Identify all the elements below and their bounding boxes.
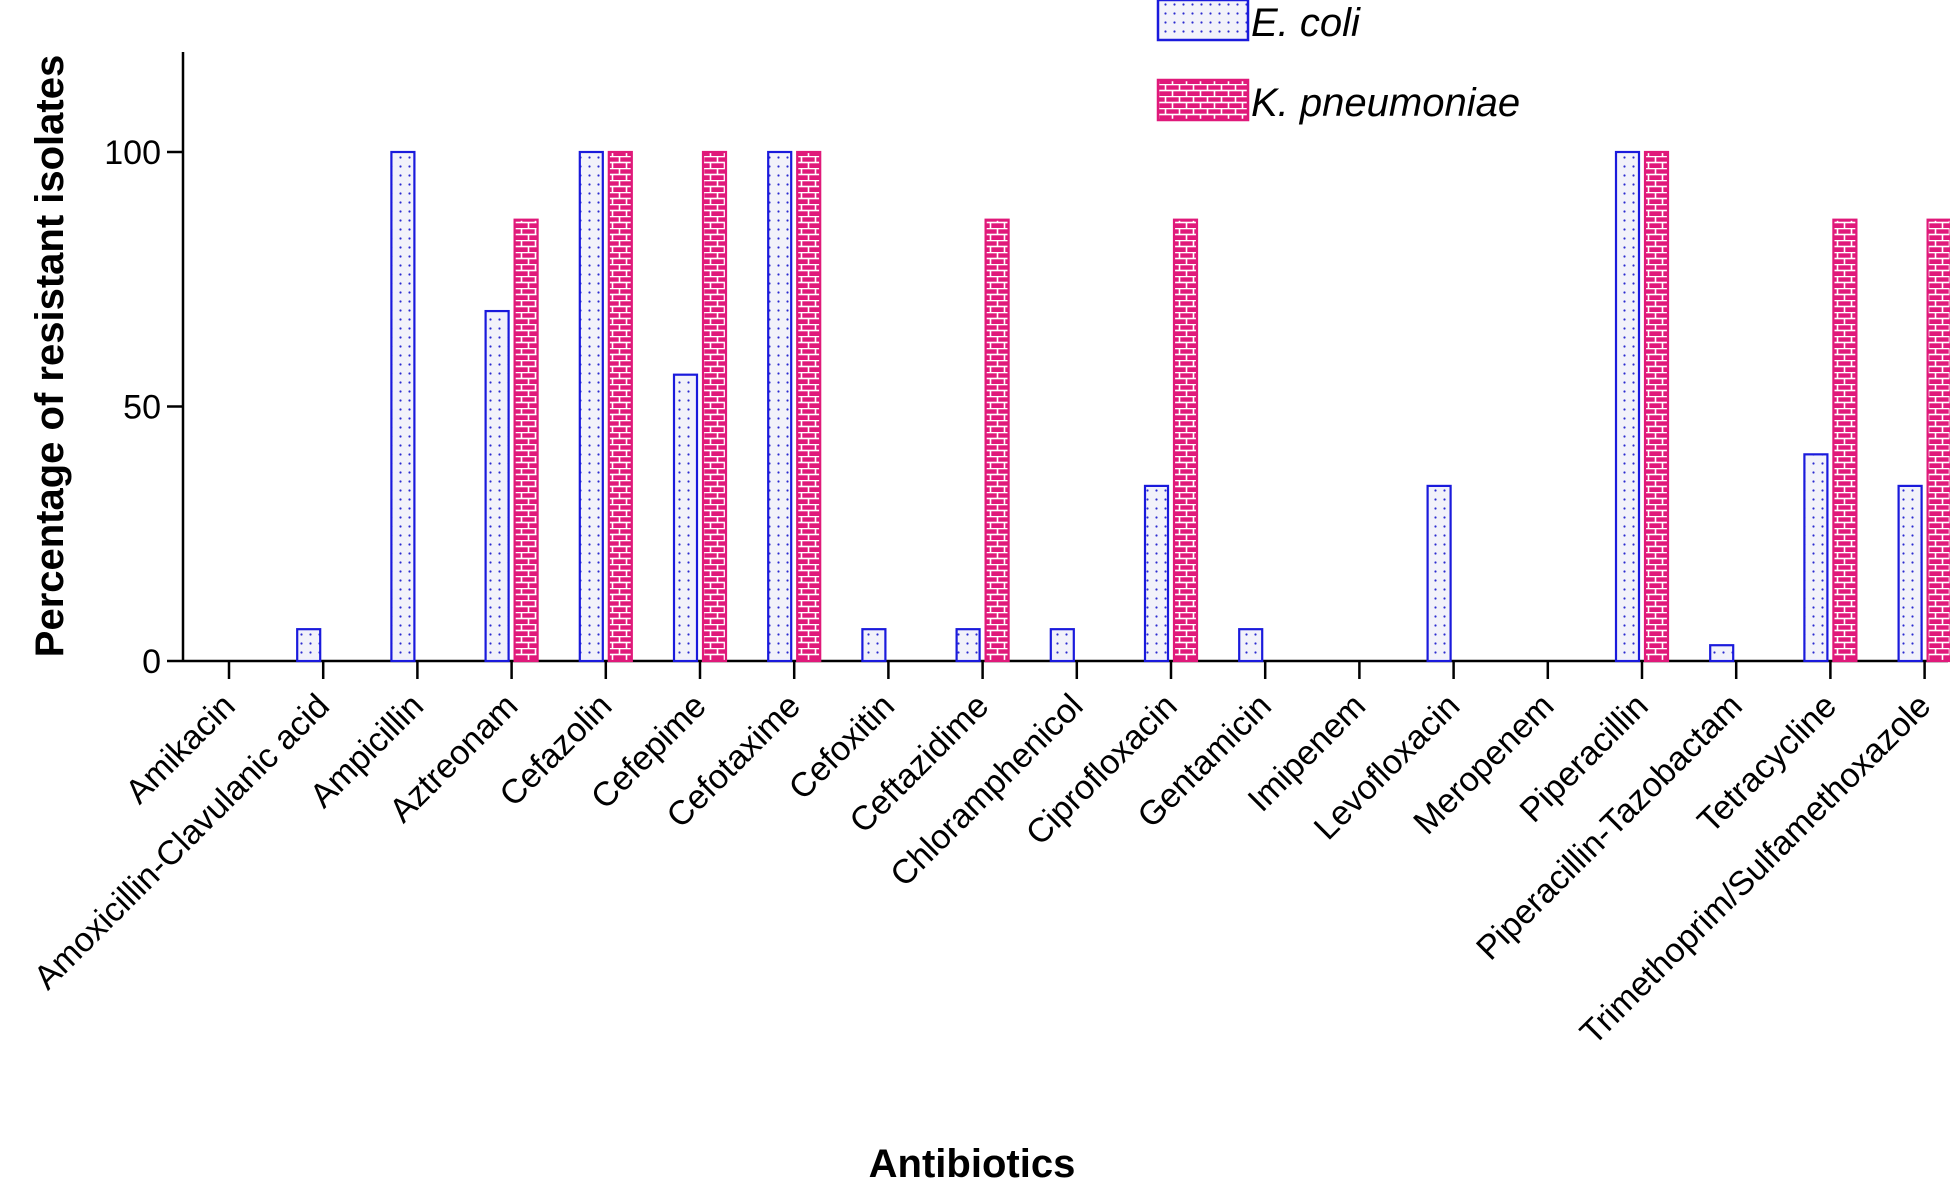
y-tick-label: 0 (142, 643, 161, 681)
bar-k-pneumoniae-ceftazidime (984, 218, 1010, 663)
y-tick-label: 50 (123, 389, 161, 427)
bar-e-coli-cefepime (672, 373, 699, 663)
bar-e-coli-cefazolin (578, 150, 604, 663)
bar-e-coli-ciprofloxacin (1143, 484, 1170, 663)
y-ticks: 0 50 100 (104, 134, 183, 681)
bar-e-coli-aztreonam (484, 309, 510, 663)
bar-k-pneumoniae-trimethoprim-sulfamethoxazole (1926, 218, 1950, 663)
legend-label-e-coli: E. coli (1251, 1, 1361, 45)
bar-e-coli-tetracycline (1803, 453, 1829, 663)
bar-k-pneumoniae-cefazolin (607, 150, 633, 663)
bar-e-coli-amoxicillin-clavulanic-acid (296, 628, 322, 663)
legend-label-k-pneumoniae: K. pneumoniae (1251, 81, 1520, 125)
legend: E. coli K. pneumoniae (1156, 0, 1520, 125)
bar-e-coli-cefotaxime (767, 150, 793, 663)
bar-k-pneumoniae-ciprofloxacin (1172, 218, 1199, 663)
y-tick-label: 100 (104, 134, 161, 172)
bar-e-coli-cefoxitin (861, 628, 887, 663)
legend-swatch-k-pneumoniae (1156, 78, 1250, 122)
bar-e-coli-ceftazidime (955, 628, 981, 663)
bar-e-coli-levofloxacin (1426, 484, 1452, 663)
bar-e-coli-chloramphenicol (1049, 628, 1075, 663)
bar-k-pneumoniae-cefotaxime (796, 150, 822, 663)
bar-e-coli-piperacillin (1614, 150, 1641, 663)
bar-e-coli-ampicillin (390, 150, 416, 663)
x-axis-title: Antibiotics (869, 1142, 1076, 1186)
y-axis-title: Percentage of resistant isolates (28, 55, 72, 657)
bar-k-pneumoniae-aztreonam (513, 218, 539, 663)
axes (181, 52, 1948, 663)
x-ticks (227, 661, 1926, 679)
bar-k-pneumoniae-tetracycline (1832, 218, 1858, 663)
bars (296, 150, 1950, 663)
bar-k-pneumoniae-piperacillin (1643, 150, 1670, 663)
legend-swatch-e-coli (1156, 0, 1250, 42)
bar-e-coli-piperacillin-tazobactam (1709, 644, 1735, 663)
bar-e-coli-trimethoprim-sulfamethoxazole (1897, 484, 1923, 663)
bar-e-coli-gentamicin (1238, 628, 1264, 663)
bar-k-pneumoniae-cefepime (701, 150, 728, 663)
